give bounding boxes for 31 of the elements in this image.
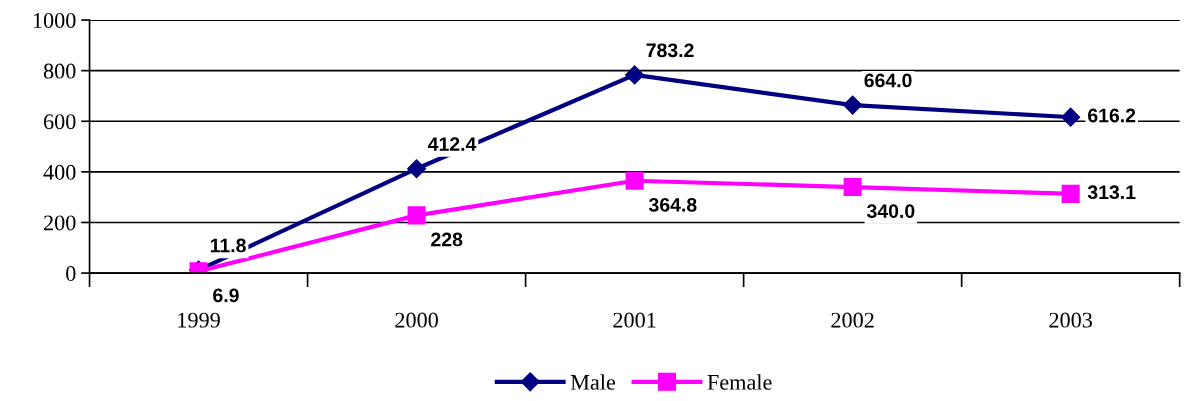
point [843,95,863,115]
data-label: 6.9 [213,288,239,303]
x-tick-label: 2001 [613,312,656,328]
y-tick-label: 200 [44,215,76,231]
y-tick-label: 600 [43,114,76,130]
data-label: 412.4 [427,137,477,151]
data-label: 783.2 [646,43,694,58]
y-tick-label: 0 [66,266,76,282]
x-tick-label: 2002 [831,312,874,328]
y-tick-label: 800 [43,63,76,79]
point [625,171,644,190]
point [625,65,645,85]
point [1061,107,1081,127]
data-label: 11.8 [210,238,246,253]
data-label: 616.2 [1088,108,1136,123]
data-label: 313.1 [1087,185,1136,200]
x-tick-label: 2003 [1049,312,1093,328]
x-tick-label: 1999 [178,312,220,328]
y-tick-label: 400 [43,164,76,180]
legend-label: Male [570,374,616,390]
legend-label: Female [707,374,772,390]
data-label: 364.8 [648,197,697,212]
data-label: 340.0 [866,204,915,219]
x-tick-label: 2000 [395,312,438,328]
point [407,206,426,225]
point [1061,184,1080,203]
point [843,178,862,197]
data-label: 228 [431,232,463,247]
point [407,159,427,179]
y-tick-label: 1000 [33,12,76,28]
data-label: 664.0 [864,73,912,88]
